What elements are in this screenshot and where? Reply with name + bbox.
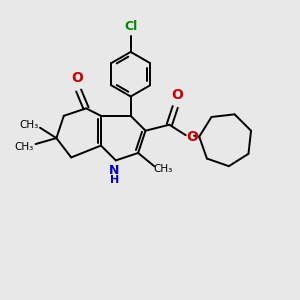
Text: H: H	[110, 175, 119, 185]
Text: Cl: Cl	[124, 20, 137, 33]
Text: N: N	[109, 164, 119, 177]
Text: CH₃: CH₃	[15, 142, 34, 152]
Text: CH₃: CH₃	[19, 120, 38, 130]
Text: O: O	[71, 71, 83, 85]
Text: CH₃: CH₃	[154, 164, 173, 174]
Text: O: O	[186, 130, 198, 144]
Text: O: O	[171, 88, 183, 102]
